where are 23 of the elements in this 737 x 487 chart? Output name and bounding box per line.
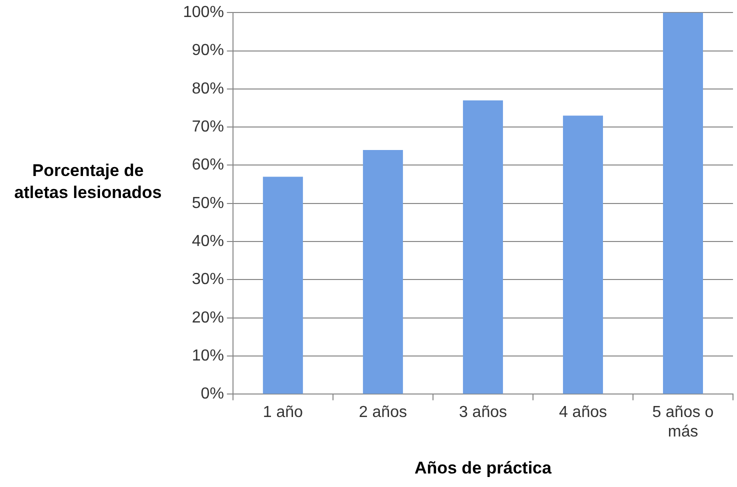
y-tick-label: 10%	[192, 347, 224, 364]
bar	[362, 150, 403, 394]
y-tick-label: 50%	[192, 194, 224, 212]
y-tick-label: 40%	[192, 232, 224, 250]
y-tick-label: 80%	[192, 80, 224, 98]
bar	[562, 116, 603, 394]
y-tick-label: 60%	[192, 156, 224, 174]
y-axis-title: Porcentaje de atletas lesionados	[13, 160, 163, 204]
y-tick-label: 0%	[200, 386, 224, 403]
y-tick-label: 70%	[192, 118, 224, 136]
y-tick-label: 100%	[183, 4, 224, 22]
y-tick-label: 20%	[192, 309, 224, 326]
x-tick-label: 1 año	[262, 404, 304, 422]
bar	[662, 12, 703, 394]
x-axis-title: Años de práctica	[414, 458, 552, 478]
bar	[262, 176, 303, 394]
bar	[462, 100, 503, 394]
x-tick-label: 2 años	[358, 404, 407, 422]
y-tick-label: 90%	[192, 42, 224, 60]
x-tick-label: 5 años o más	[652, 404, 714, 440]
x-tick-label: 4 años	[558, 404, 607, 422]
y-tick-label: 30%	[192, 271, 224, 288]
x-tick-label: 3 años	[458, 404, 507, 422]
